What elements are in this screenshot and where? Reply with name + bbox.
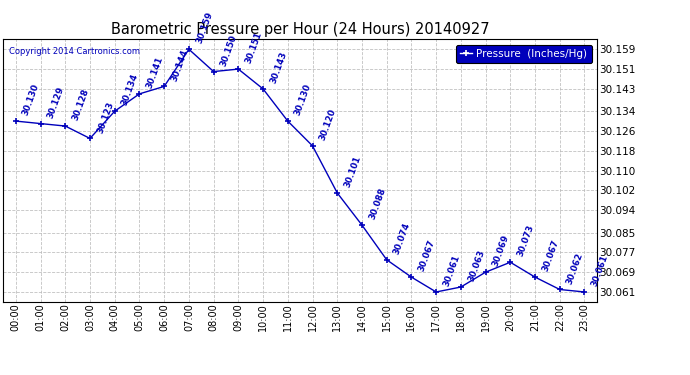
Text: 30.120: 30.120: [318, 108, 338, 142]
Text: 30.150: 30.150: [219, 33, 239, 68]
Text: 30.074: 30.074: [392, 221, 412, 256]
Text: Copyright 2014 Cartronics.com: Copyright 2014 Cartronics.com: [10, 47, 140, 56]
Text: 30.130: 30.130: [293, 83, 313, 117]
Text: 30.143: 30.143: [268, 50, 288, 85]
Text: 30.062: 30.062: [565, 251, 585, 285]
Text: 30.101: 30.101: [343, 154, 362, 189]
Text: 30.144: 30.144: [170, 48, 190, 82]
Text: 30.061: 30.061: [442, 254, 462, 288]
Text: 30.061: 30.061: [590, 254, 610, 288]
Text: 30.159: 30.159: [195, 11, 214, 45]
Text: 30.123: 30.123: [95, 100, 115, 134]
Text: 30.130: 30.130: [21, 83, 41, 117]
Legend: Pressure  (Inches/Hg): Pressure (Inches/Hg): [455, 45, 591, 63]
Text: 30.151: 30.151: [244, 31, 264, 65]
Text: 30.128: 30.128: [71, 87, 90, 122]
Text: 30.067: 30.067: [417, 238, 437, 273]
Text: 30.129: 30.129: [46, 85, 66, 119]
Text: 30.088: 30.088: [368, 187, 387, 221]
Text: 30.069: 30.069: [491, 234, 511, 268]
Text: 30.141: 30.141: [145, 55, 165, 90]
Title: Barometric Pressure per Hour (24 Hours) 20140927: Barometric Pressure per Hour (24 Hours) …: [111, 22, 489, 37]
Text: 30.063: 30.063: [466, 249, 486, 283]
Text: 30.067: 30.067: [540, 238, 560, 273]
Text: 30.073: 30.073: [516, 224, 535, 258]
Text: 30.134: 30.134: [120, 73, 140, 107]
